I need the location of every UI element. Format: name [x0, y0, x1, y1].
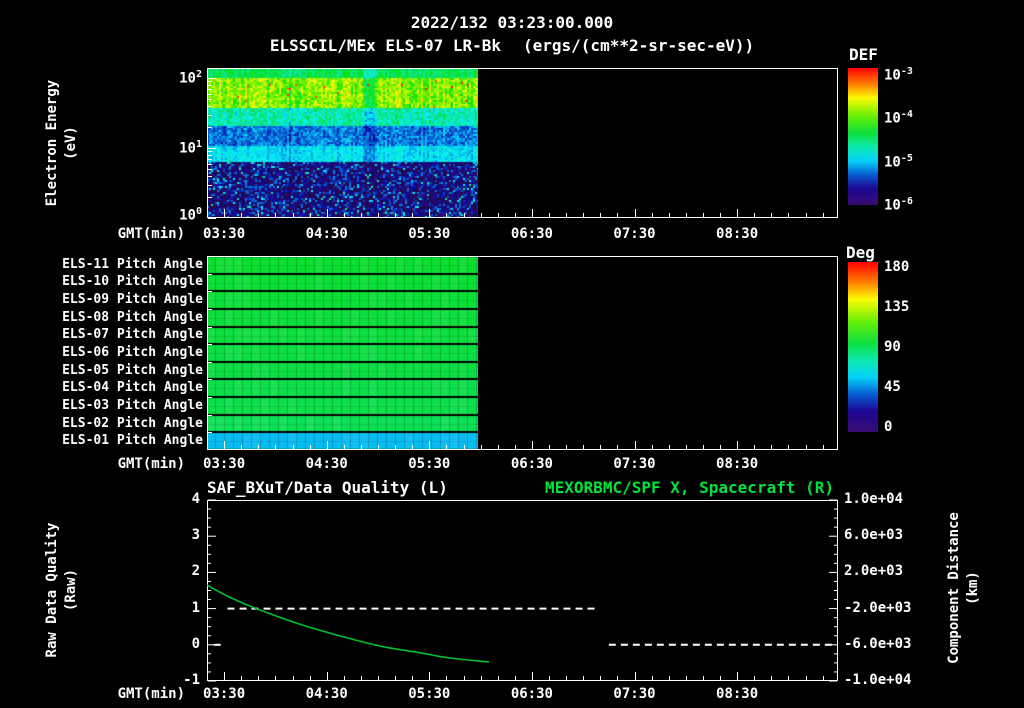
distance-y-tick-label: -1.0e+04 — [844, 672, 912, 688]
gmt-axis-label-bottom: GMT(min) — [117, 686, 185, 702]
pitch-row-label: ELS-07 Pitch Angle — [62, 327, 203, 343]
distance-axis-title-line1: Component Distance — [946, 512, 962, 664]
x-tick-label: 08:30 — [716, 686, 759, 702]
distance-y-tick-label: -2.0e+03 — [844, 599, 912, 616]
pitch-row-label: ELS-01 Pitch Angle — [62, 433, 203, 449]
deg-colorbar-tick-label: 180 — [884, 259, 910, 275]
def-colorbar — [848, 68, 878, 205]
gmt-axis-label-middle: GMT(min) — [117, 456, 185, 472]
quality-y-tick-label: 0 — [191, 635, 200, 652]
quality-y-tick-label: 3 — [191, 527, 200, 544]
x-tick-label: 04:30 — [305, 686, 348, 702]
def-colorbar-tick-label: 10-5 — [884, 152, 913, 171]
deg-colorbar-tick-label: 90 — [884, 339, 901, 355]
plot-subtitle: ELSSCIL/MEx ELS-07 LR-Bk (ergs/(cm**2-sr-… — [0, 36, 1024, 55]
deg-colorbar — [848, 262, 878, 432]
def-colorbar-tick-label: 10-4 — [884, 109, 913, 127]
energy-spectrogram-heatmap — [207, 68, 478, 218]
deg-colorbar-tick-label: 0 — [884, 419, 893, 435]
pitch-angle-heatmap — [207, 256, 478, 450]
distance-y-tick-label: 1.0e+04 — [844, 491, 904, 507]
subtitle-instrument: ELSSCIL/MEx ELS-07 LR-Bk — [269, 36, 501, 55]
x-tick-label: 03:30 — [203, 226, 246, 242]
deg-colorbar-tick-label: 135 — [884, 299, 910, 315]
quality-y-tick-label: -1 — [183, 672, 200, 688]
spacecraft-series-title: MEXORBMC/SPF X, Spacecraft (R) — [545, 478, 834, 497]
pitch-row-label: ELS-08 Pitch Angle — [62, 309, 203, 325]
x-tick-label: 06:30 — [510, 686, 553, 702]
pitch-row-label: ELS-10 Pitch Angle — [62, 274, 203, 290]
deg-colorbar-title: Deg — [846, 243, 875, 262]
distance-axis-title: Component Distance (km) — [944, 438, 984, 708]
x-tick-label: 08:30 — [716, 456, 759, 472]
x-tick-label: 03:30 — [203, 686, 246, 702]
x-tick-label: 04:30 — [305, 456, 348, 472]
energy-y-tick-label: 100 — [179, 206, 202, 224]
pitch-row-label: ELS-04 Pitch Angle — [62, 380, 203, 396]
x-tick-label: 07:30 — [613, 686, 656, 702]
quality-axis-title-line2: (Raw) — [63, 568, 79, 612]
quality-series-title: SAF_BXuT/Data Quality (L) — [207, 478, 448, 497]
energy-axis-title-line2: (eV) — [63, 126, 79, 160]
energy-axis-title-line1: Electron Energy — [44, 79, 60, 207]
distance-y-tick-label: 6.0e+03 — [844, 527, 904, 544]
energy-y-tick-label: 102 — [179, 69, 202, 87]
page-title: 2022/132 03:23:00.000 — [410, 13, 614, 32]
energy-axis-title: Electron Energy (eV) — [42, 0, 82, 293]
x-tick-label: 05:30 — [408, 686, 451, 702]
pitch-row-label: ELS-05 Pitch Angle — [62, 362, 203, 378]
x-tick-label: 03:30 — [203, 456, 246, 472]
pitch-row-label: ELS-11 Pitch Angle — [62, 256, 203, 272]
deg-colorbar-tick-label: 45 — [884, 379, 901, 395]
gmt-axis-label-top: GMT(min) — [117, 226, 185, 242]
def-colorbar-title: DEF — [849, 45, 878, 64]
distance-axis-title-line2: (km) — [965, 571, 981, 605]
distance-y-tick-label: 2.0e+03 — [844, 563, 904, 580]
x-tick-label: 05:30 — [408, 226, 451, 242]
x-tick-label: 04:30 — [305, 226, 348, 242]
quality-y-tick-label: 1 — [191, 599, 200, 616]
x-tick-label: 07:30 — [613, 456, 656, 472]
subtitle-units: (ergs/(cm**2-sr-sec-eV)) — [523, 36, 755, 55]
x-tick-label: 08:30 — [716, 226, 759, 242]
quality-axis-title-line1: Raw Data Quality — [44, 522, 60, 658]
data-quality-line — [213, 607, 838, 646]
def-colorbar-tick-label: 10-6 — [884, 196, 913, 214]
pitch-row-label: ELS-06 Pitch Angle — [62, 345, 203, 360]
quality-y-tick-label: 4 — [191, 491, 200, 507]
x-tick-label: 07:30 — [613, 226, 656, 242]
spacecraft-x-curve — [206, 584, 490, 663]
x-tick-label: 05:30 — [408, 456, 451, 472]
x-tick-label: 06:30 — [510, 226, 553, 242]
pitch-row-label: ELS-09 Pitch Angle — [62, 292, 203, 308]
quality-y-tick-label: 2 — [191, 563, 200, 580]
quality-axis-title: Raw Data Quality (Raw) — [42, 440, 82, 708]
pitch-row-label: ELS-03 Pitch Angle — [62, 397, 203, 413]
energy-y-tick-label: 101 — [179, 139, 202, 157]
distance-y-tick-label: -6.0e+03 — [844, 635, 912, 652]
pitch-row-label: ELS-02 Pitch Angle — [62, 415, 203, 431]
x-tick-label: 06:30 — [510, 456, 553, 472]
def-colorbar-tick-label: 10-3 — [884, 66, 913, 84]
